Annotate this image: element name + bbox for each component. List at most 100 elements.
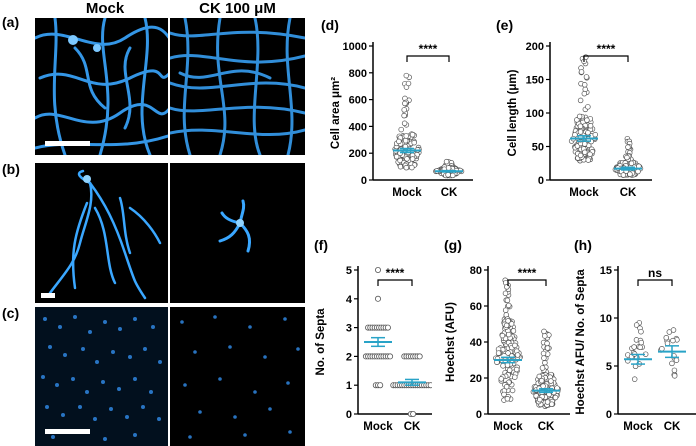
data-point (377, 382, 384, 389)
data-point (449, 172, 456, 179)
data-point (592, 131, 599, 138)
data-point (500, 363, 506, 369)
y-tick-label: 50 (532, 142, 544, 154)
y-tick-label: 10 (600, 313, 612, 325)
data-point (576, 113, 583, 120)
data-point (510, 328, 517, 334)
data-point (403, 72, 410, 79)
y-tick-label: 15 (600, 265, 612, 277)
micrograph-b-ck (170, 163, 305, 303)
data-point (504, 297, 511, 304)
data-point (663, 335, 670, 341)
y-tick-label: 2 (346, 351, 352, 363)
y-axis-label: Cell area μm² (330, 77, 342, 149)
data-point (402, 137, 409, 144)
data-point (631, 344, 637, 350)
data-point (396, 138, 402, 145)
data-point (635, 168, 641, 175)
micrograph-c-ck (170, 307, 305, 446)
y-tick-label: 150 (526, 75, 544, 87)
y-tick-label: 80 (470, 265, 482, 277)
data-point (585, 104, 591, 110)
y-tick-label: 1000 (343, 41, 367, 53)
data-point (410, 410, 417, 417)
significance-label: **** (419, 42, 438, 56)
data-point (402, 100, 408, 107)
data-point (625, 144, 631, 150)
data-point (508, 321, 515, 327)
significance-label: **** (386, 266, 405, 280)
data-point (375, 267, 382, 274)
y-tick-label: 1 (346, 380, 352, 392)
data-point (503, 384, 510, 390)
data-point (401, 112, 407, 119)
y-tick-label: 400 (349, 121, 367, 133)
data-point (585, 157, 592, 163)
data-point (581, 90, 588, 97)
data-point (502, 307, 509, 313)
data-point (401, 107, 407, 113)
panel-label: (e) (496, 17, 513, 33)
data-point (574, 117, 580, 123)
data-point (582, 149, 588, 156)
y-tick-label: 5 (606, 361, 612, 373)
data-point (633, 322, 640, 328)
data-point (669, 360, 675, 367)
y-tick-label: 600 (349, 95, 367, 107)
y-tick-label: 200 (349, 148, 367, 160)
data-point (443, 158, 450, 165)
data-point (536, 373, 543, 380)
data-point (541, 328, 547, 335)
data-point (620, 172, 627, 178)
data-point (671, 373, 678, 379)
data-point (539, 365, 546, 371)
x-tick-label: Mock (363, 421, 393, 433)
data-point (542, 360, 548, 366)
data-point (387, 353, 394, 360)
data-point (504, 362, 511, 368)
hyphae-network-image (35, 18, 168, 155)
data-point (544, 345, 551, 351)
y-tick-label: 0 (606, 409, 612, 421)
hyphae-dense-image (170, 18, 305, 155)
data-point (581, 82, 588, 88)
y-tick-label: 60 (470, 301, 482, 313)
data-point (578, 69, 585, 75)
panel-label-c: (c) (2, 305, 20, 321)
y-tick-label: 100 (526, 108, 544, 120)
y-tick-label: 3 (346, 323, 352, 335)
data-point (403, 164, 410, 171)
data-point (509, 387, 516, 394)
data-point (638, 328, 644, 335)
y-tick-label: 0 (361, 175, 367, 187)
chart-no-of-septa: (f) 0 1 2 3 4 5 No. of Septa Mock CK **** (314, 237, 432, 433)
y-tick-label: 4 (346, 294, 353, 306)
data-point (506, 367, 513, 373)
data-point (548, 378, 554, 384)
data-point (552, 394, 559, 401)
chart-cell-length: (e) 0 50 100 150 200 Cell length (μm) Mock CK ***… (496, 17, 652, 199)
germling-branched-image (48, 169, 162, 300)
data-point (499, 332, 506, 339)
data-point (628, 160, 635, 167)
y-axis-label: Cell length (μm) (507, 69, 519, 156)
data-point (503, 322, 510, 329)
x-tick-label: Mock (569, 187, 599, 199)
data-point (375, 295, 382, 302)
data-point (673, 357, 680, 363)
data-point (405, 80, 412, 87)
x-tick-label: Mock (623, 421, 653, 433)
chart-hoechst-per-septa: (h) 0 5 10 15 Hoechst AFU/ No. of Septa Mock CK… (574, 237, 696, 433)
micrograph-b-mock (35, 163, 168, 303)
significance-bracket (377, 279, 413, 286)
data-point (659, 345, 665, 352)
data-point (638, 339, 644, 346)
data-point (631, 376, 638, 382)
data-point (512, 374, 518, 380)
x-tick-label: CK (404, 421, 421, 433)
germling-short-image (218, 199, 252, 253)
panel-label-b: (b) (2, 161, 20, 177)
data-point (537, 396, 543, 403)
y-tick-label: 20 (470, 373, 482, 385)
significance-bracket (637, 279, 673, 286)
